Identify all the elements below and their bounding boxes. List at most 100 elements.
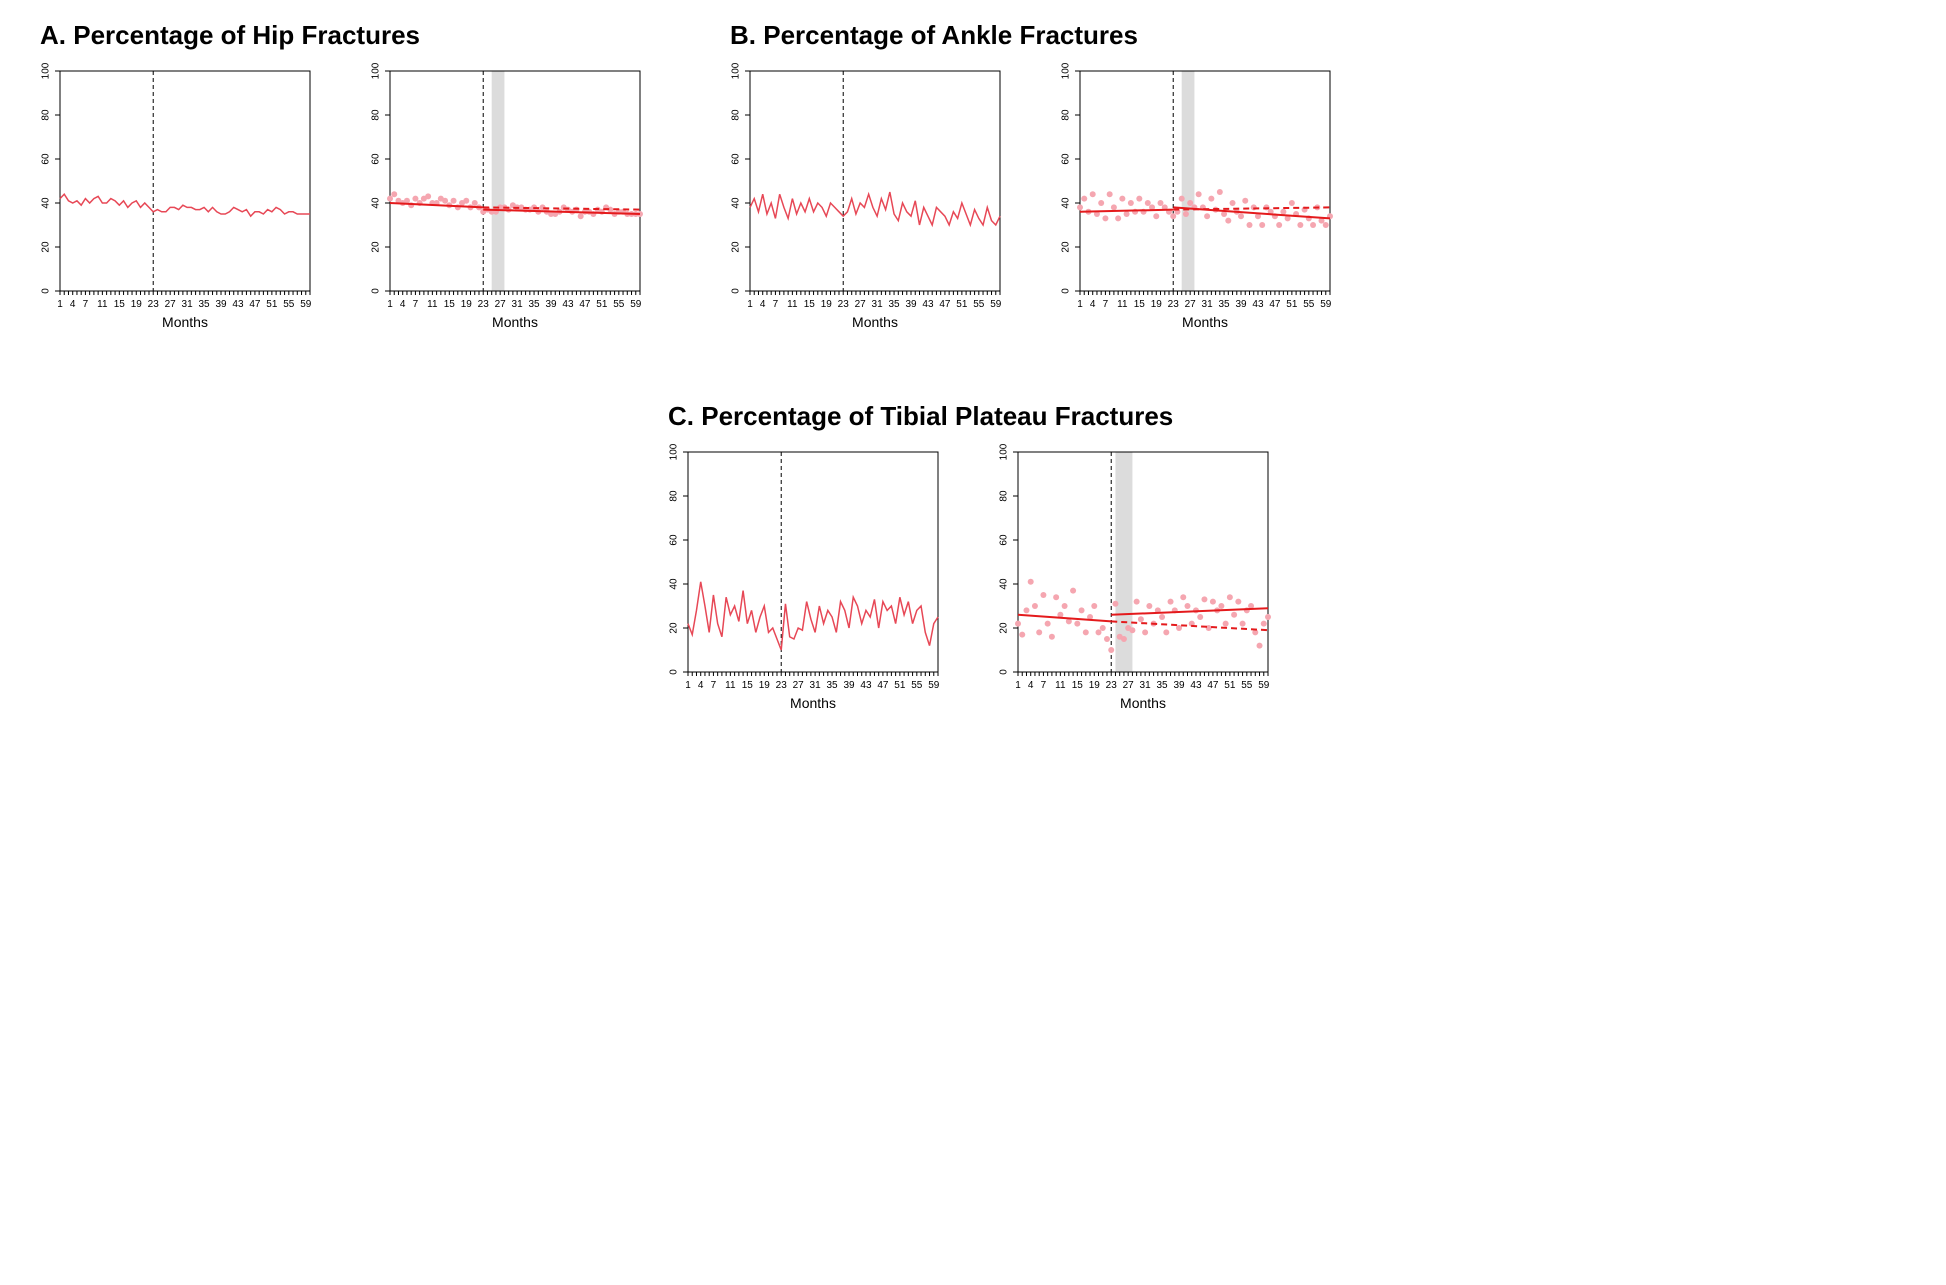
svg-text:40: 40 (1061, 197, 1072, 209)
svg-text:39: 39 (843, 680, 855, 691)
svg-text:55: 55 (1303, 299, 1315, 310)
svg-text:43: 43 (562, 299, 574, 310)
svg-text:20: 20 (999, 622, 1010, 634)
svg-text:7: 7 (773, 299, 779, 310)
svg-text:51: 51 (1224, 680, 1236, 691)
svg-text:47: 47 (1207, 680, 1219, 691)
svg-text:80: 80 (999, 490, 1010, 502)
svg-text:23: 23 (838, 299, 850, 310)
svg-text:35: 35 (199, 299, 211, 310)
svg-text:1: 1 (1015, 680, 1021, 691)
svg-text:4: 4 (400, 299, 406, 310)
svg-text:15: 15 (804, 299, 816, 310)
svg-text:19: 19 (131, 299, 143, 310)
svg-text:55: 55 (283, 299, 295, 310)
svg-text:31: 31 (1140, 680, 1152, 691)
svg-text:7: 7 (1041, 680, 1047, 691)
svg-text:80: 80 (731, 109, 742, 121)
svg-text:7: 7 (413, 299, 419, 310)
svg-text:Months: Months (790, 695, 836, 711)
chart-B-line: 0204060801001471115192327313539434751555… (710, 61, 1010, 361)
svg-text:20: 20 (1061, 241, 1072, 253)
svg-text:15: 15 (1134, 299, 1146, 310)
svg-text:40: 40 (999, 578, 1010, 590)
chart-C-trend: 0204060801001471115192327313539434751555… (978, 442, 1278, 742)
svg-text:23: 23 (148, 299, 160, 310)
svg-text:0: 0 (669, 669, 680, 675)
svg-text:35: 35 (889, 299, 901, 310)
svg-text:59: 59 (1320, 299, 1332, 310)
svg-text:51: 51 (956, 299, 968, 310)
svg-text:40: 40 (371, 197, 382, 209)
panel-C-charts: 0204060801001471115192327313539434751555… (648, 442, 1278, 742)
svg-text:11: 11 (1117, 299, 1128, 310)
svg-text:20: 20 (41, 241, 52, 253)
svg-text:39: 39 (1235, 299, 1247, 310)
svg-text:4: 4 (698, 680, 704, 691)
svg-text:60: 60 (41, 153, 52, 165)
svg-text:15: 15 (114, 299, 126, 310)
svg-text:59: 59 (990, 299, 1002, 310)
svg-text:20: 20 (371, 241, 382, 253)
svg-text:55: 55 (911, 680, 923, 691)
panel-C: C. Percentage of Tibial Plateau Fracture… (648, 401, 1278, 742)
svg-text:55: 55 (973, 299, 985, 310)
svg-text:15: 15 (742, 680, 754, 691)
panel-A: A. Percentage of Hip Fractures 020406080… (20, 20, 650, 361)
svg-text:51: 51 (266, 299, 278, 310)
svg-text:40: 40 (41, 197, 52, 209)
svg-text:39: 39 (215, 299, 227, 310)
panel-B-title: B. Percentage of Ankle Fractures (710, 20, 1340, 51)
svg-text:27: 27 (855, 299, 867, 310)
svg-text:60: 60 (371, 153, 382, 165)
svg-text:0: 0 (1061, 288, 1072, 294)
svg-text:100: 100 (669, 443, 680, 460)
svg-text:23: 23 (776, 680, 788, 691)
svg-text:59: 59 (1258, 680, 1270, 691)
svg-text:47: 47 (1269, 299, 1281, 310)
row-1: A. Percentage of Hip Fractures 020406080… (20, 20, 1946, 361)
svg-text:11: 11 (97, 299, 108, 310)
svg-text:11: 11 (787, 299, 798, 310)
svg-text:100: 100 (371, 62, 382, 79)
svg-text:43: 43 (860, 680, 872, 691)
svg-text:80: 80 (371, 109, 382, 121)
svg-text:0: 0 (731, 288, 742, 294)
svg-text:47: 47 (877, 680, 889, 691)
svg-text:80: 80 (1061, 109, 1072, 121)
svg-text:27: 27 (495, 299, 507, 310)
chart-A-line: 0204060801001471115192327313539434751555… (20, 61, 320, 361)
svg-text:80: 80 (41, 109, 52, 121)
svg-text:Months: Months (492, 314, 538, 330)
svg-text:55: 55 (1241, 680, 1253, 691)
svg-text:23: 23 (1168, 299, 1180, 310)
panel-B-charts: 0204060801001471115192327313539434751555… (710, 61, 1340, 361)
svg-text:43: 43 (1190, 680, 1202, 691)
row-2: C. Percentage of Tibial Plateau Fracture… (20, 401, 1946, 742)
svg-text:7: 7 (1103, 299, 1109, 310)
svg-text:31: 31 (182, 299, 194, 310)
svg-text:31: 31 (1202, 299, 1214, 310)
svg-text:27: 27 (165, 299, 177, 310)
svg-text:40: 40 (731, 197, 742, 209)
svg-text:11: 11 (1055, 680, 1066, 691)
svg-text:4: 4 (1028, 680, 1034, 691)
svg-text:60: 60 (999, 534, 1010, 546)
svg-text:15: 15 (1072, 680, 1084, 691)
svg-text:19: 19 (1089, 680, 1101, 691)
svg-text:80: 80 (669, 490, 680, 502)
svg-text:4: 4 (1090, 299, 1096, 310)
panel-A-charts: 0204060801001471115192327313539434751555… (20, 61, 650, 361)
svg-text:0: 0 (371, 288, 382, 294)
svg-text:59: 59 (928, 680, 940, 691)
svg-text:31: 31 (512, 299, 524, 310)
svg-text:1: 1 (57, 299, 63, 310)
svg-text:39: 39 (545, 299, 557, 310)
svg-text:Months: Months (162, 314, 208, 330)
figure-container: A. Percentage of Hip Fractures 020406080… (20, 20, 1946, 742)
svg-text:47: 47 (579, 299, 591, 310)
svg-text:23: 23 (1106, 680, 1118, 691)
svg-text:0: 0 (999, 669, 1010, 675)
svg-text:19: 19 (759, 680, 771, 691)
svg-text:35: 35 (529, 299, 541, 310)
